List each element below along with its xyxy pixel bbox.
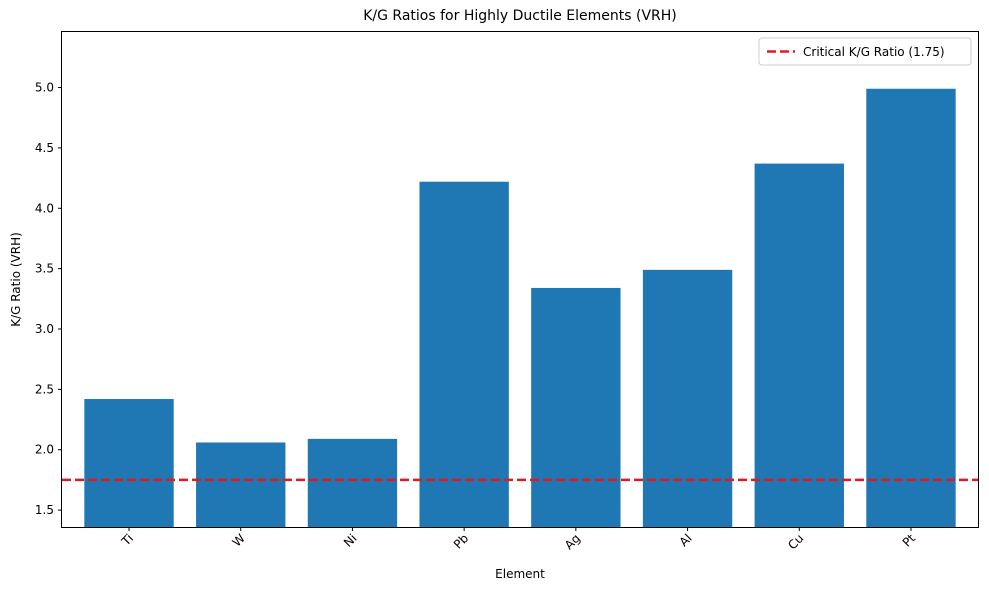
x-axis-label: Element	[495, 567, 545, 581]
plot-area-frame	[61, 31, 979, 528]
legend-box	[758, 37, 972, 66]
y-tick-label: 2.0	[35, 443, 54, 457]
y-tick-label: 1.5	[35, 503, 54, 517]
bar-al	[642, 269, 733, 527]
y-tick-label: 4.5	[35, 141, 54, 155]
bar-ag	[531, 287, 621, 527]
y-tick-label: 5.0	[35, 81, 54, 95]
y-tick-label: 2.5	[35, 382, 54, 396]
bar-w	[196, 442, 286, 527]
y-tick-label: 3.5	[35, 262, 54, 276]
y-tick-label: 3.0	[35, 322, 54, 336]
bar-ni	[307, 438, 398, 527]
bars-group	[84, 88, 956, 528]
bar-cu	[754, 163, 844, 527]
y-axis-label: K/G Ratio (VRH)	[9, 232, 23, 327]
legend: Critical K/G Ratio (1.75)	[758, 37, 972, 66]
bar-pb	[419, 181, 509, 527]
y-axis: 1.5 2.0 2.5 3.0 3.5 4.0 4.5 5.0	[35, 81, 62, 517]
legend-label: Critical K/G Ratio (1.75)	[803, 45, 945, 59]
bar-pt	[866, 88, 956, 528]
y-tick-label: 4.0	[35, 201, 54, 215]
bar-ti	[84, 399, 174, 527]
chart-title: K/G Ratios for Highly Ductile Elements (…	[363, 8, 677, 24]
